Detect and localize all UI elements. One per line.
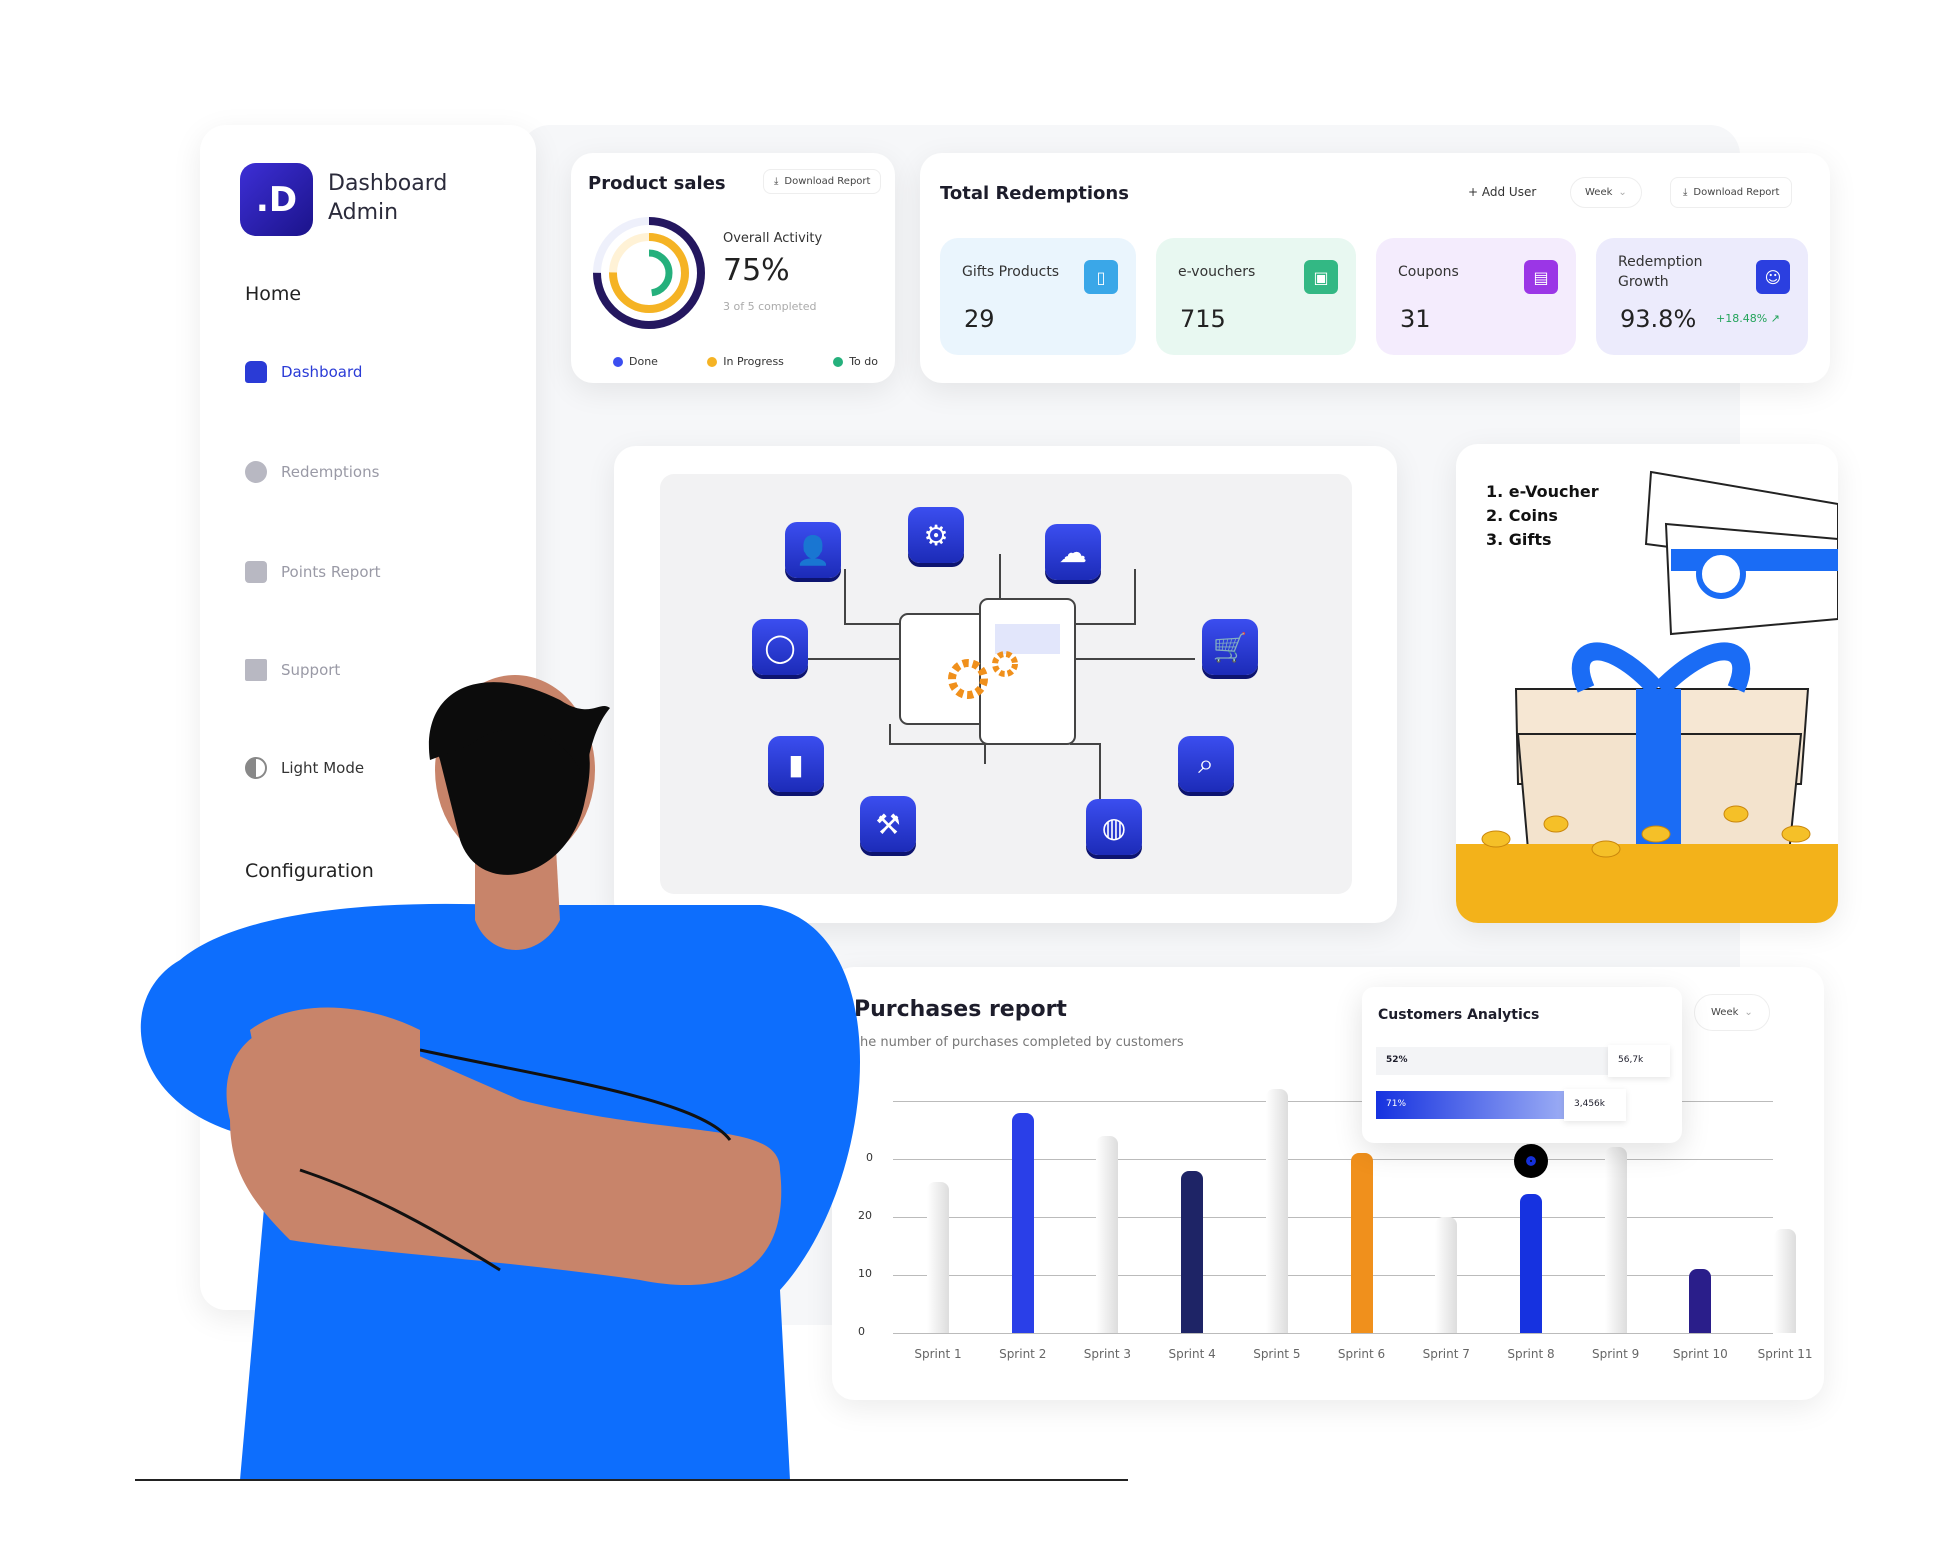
- briefcase-icon: ▣: [1304, 260, 1338, 294]
- download-label: Download Report: [1693, 187, 1780, 198]
- sidebar-item-dashboard[interactable]: Dashboard: [245, 361, 362, 383]
- period-value: Week: [1711, 1007, 1739, 1018]
- todo-ring: [625, 249, 673, 297]
- gift-box-illustration: [1456, 470, 1838, 923]
- legend-todo: To do: [833, 355, 878, 368]
- stat-label: Gifts Products: [962, 264, 1060, 280]
- chevron-down-icon: ⌄: [1618, 187, 1627, 198]
- period-select[interactable]: Week ⌄: [1570, 177, 1642, 208]
- sidebar-item-label: Redemptions: [281, 463, 380, 481]
- download-icon: ⤓: [1683, 187, 1688, 198]
- reward-item: 1. e-Voucher: [1486, 482, 1599, 501]
- refresh-icon: ◯: [752, 619, 808, 675]
- ring-legend: Done In Progress To do: [613, 355, 878, 368]
- cart-icon: 🛒: [1202, 619, 1258, 675]
- connection-lines: [785, 554, 1195, 804]
- activity-label: Overall Activity: [723, 231, 823, 246]
- reward-list: 1. e-Voucher 2. Coins 3. Gifts: [1486, 480, 1599, 552]
- brand-name: Dashboard Admin: [328, 169, 447, 227]
- grid-icon: [245, 659, 267, 681]
- stat-label: Coupons: [1398, 264, 1459, 280]
- book-icon: ▯: [1084, 260, 1118, 294]
- sidebar-item-label: Support: [281, 661, 341, 679]
- add-user-label: Add User: [1481, 185, 1537, 199]
- stat-value: 31: [1400, 305, 1431, 333]
- purchases-subtitle: he number of purchases completed by cust…: [860, 1035, 1184, 1050]
- inbox-icon: [245, 561, 267, 583]
- globe-icon: ◍: [1086, 799, 1142, 855]
- legend-in-progress: In Progress: [707, 355, 784, 368]
- nav-configuration-heading[interactable]: Configuration: [245, 860, 374, 882]
- stat-label: Redemption Growth: [1618, 254, 1703, 290]
- download-report-button[interactable]: ⤓ Download Report: [763, 169, 882, 194]
- reward-item: 2. Coins: [1486, 506, 1558, 525]
- sidebar-item-redemptions[interactable]: Redemptions: [245, 461, 379, 483]
- reward-item: 3. Gifts: [1486, 530, 1552, 549]
- cloud-upload-icon: ☁: [1045, 524, 1101, 580]
- product-sales-card: Product sales ⤓ Download Report Overall A…: [571, 153, 895, 383]
- purchases-report-card: Purchases report he number of purchases …: [832, 967, 1824, 1400]
- sidebar-item-support[interactable]: Support: [245, 659, 340, 681]
- stat-redemption-growth[interactable]: Redemption Growth ☺ 93.8% +18.48% ↗: [1596, 238, 1808, 355]
- light-mode-toggle[interactable]: Light Mode: [245, 757, 364, 779]
- plus-icon: +: [1468, 185, 1482, 199]
- analytics-row: 52%: [1376, 1047, 1618, 1075]
- period-select[interactable]: Week ⌄: [1694, 994, 1770, 1031]
- stat-value: 715: [1180, 305, 1226, 333]
- stat-gifts-products[interactable]: Gifts Products ▯ 29: [940, 238, 1136, 355]
- analytics-row-highlight: 71%: [1376, 1091, 1571, 1119]
- app-logo: .D: [240, 163, 313, 236]
- sidebar-item-label: Light Mode: [281, 759, 365, 777]
- download-icon: ⤓: [774, 176, 779, 187]
- stat-label: e-vouchers: [1178, 264, 1256, 280]
- user-icon: 👤: [785, 522, 841, 578]
- users-icon: ☺: [1756, 260, 1790, 294]
- download-label: Download Report: [784, 176, 871, 187]
- growth-change: +18.48% ↗: [1716, 312, 1780, 325]
- integration-illustration-card: 👤 ⚙ ☁ ◯ 🛒 ▮ ⌕ ⚒ ◍: [614, 446, 1397, 923]
- tooltip-title: Customers Analytics: [1378, 1007, 1540, 1023]
- completed-text: 3 of 5 completed: [723, 300, 817, 313]
- home-icon: [245, 361, 267, 383]
- purchases-title: Purchases report: [854, 997, 1067, 1022]
- stat-e-vouchers[interactable]: e-vouchers ▣ 715: [1156, 238, 1356, 355]
- period-value: Week: [1585, 187, 1613, 198]
- add-user-button[interactable]: + Add User: [1468, 185, 1536, 199]
- customers-analytics-tooltip: Customers Analytics 52% 56,7k 71% 3,456k: [1362, 987, 1682, 1143]
- product-sales-title: Product sales: [588, 173, 726, 194]
- trend-up-icon: ↗: [1770, 312, 1780, 325]
- search-icon: ⌕: [1178, 736, 1234, 792]
- robot-arm-icon: ⚒: [860, 796, 916, 852]
- in-progress-ring: [609, 233, 689, 313]
- legend-done: Done: [613, 355, 658, 368]
- nav-home-heading[interactable]: Home: [245, 283, 302, 305]
- activity-ring-chart: [593, 217, 705, 329]
- brand-line-2: Admin: [328, 200, 399, 225]
- activity-value: 75%: [723, 253, 790, 288]
- analytics-value: 56,7k: [1608, 1045, 1670, 1077]
- half-circle-icon: [245, 757, 267, 779]
- sidebar-item-points-report[interactable]: Points Report: [245, 561, 381, 583]
- total-redemptions-title: Total Redemptions: [940, 183, 1129, 204]
- brand-line-1: Dashboard: [328, 171, 448, 196]
- stat-value: 29: [964, 305, 995, 333]
- total-redemptions-card: Total Redemptions + Add User Week ⌄ ⤓ Down…: [920, 153, 1830, 383]
- analytics-value: 3,456k: [1564, 1089, 1626, 1121]
- download-report-button[interactable]: ⤓ Download Report: [1670, 177, 1793, 208]
- stat-value: 93.8%: [1620, 305, 1697, 333]
- stat-coupons[interactable]: Coupons ▤ 31: [1376, 238, 1576, 355]
- bar-chart-icon: ▮: [768, 736, 824, 792]
- settings-icon: ⚙: [908, 507, 964, 563]
- document-icon: ▤: [1524, 260, 1558, 294]
- bolt-icon: [245, 461, 267, 483]
- sidebar-item-label: Dashboard: [281, 363, 363, 381]
- illustration-canvas: 👤 ⚙ ☁ ◯ 🛒 ▮ ⌕ ⚒ ◍: [660, 474, 1352, 894]
- chevron-down-icon: ⌄: [1744, 1007, 1753, 1018]
- sidebar-item-label: Points Report: [281, 563, 381, 581]
- done-ring: [593, 217, 705, 329]
- rewards-gift-card: 1. e-Voucher 2. Coins 3. Gifts: [1456, 444, 1838, 923]
